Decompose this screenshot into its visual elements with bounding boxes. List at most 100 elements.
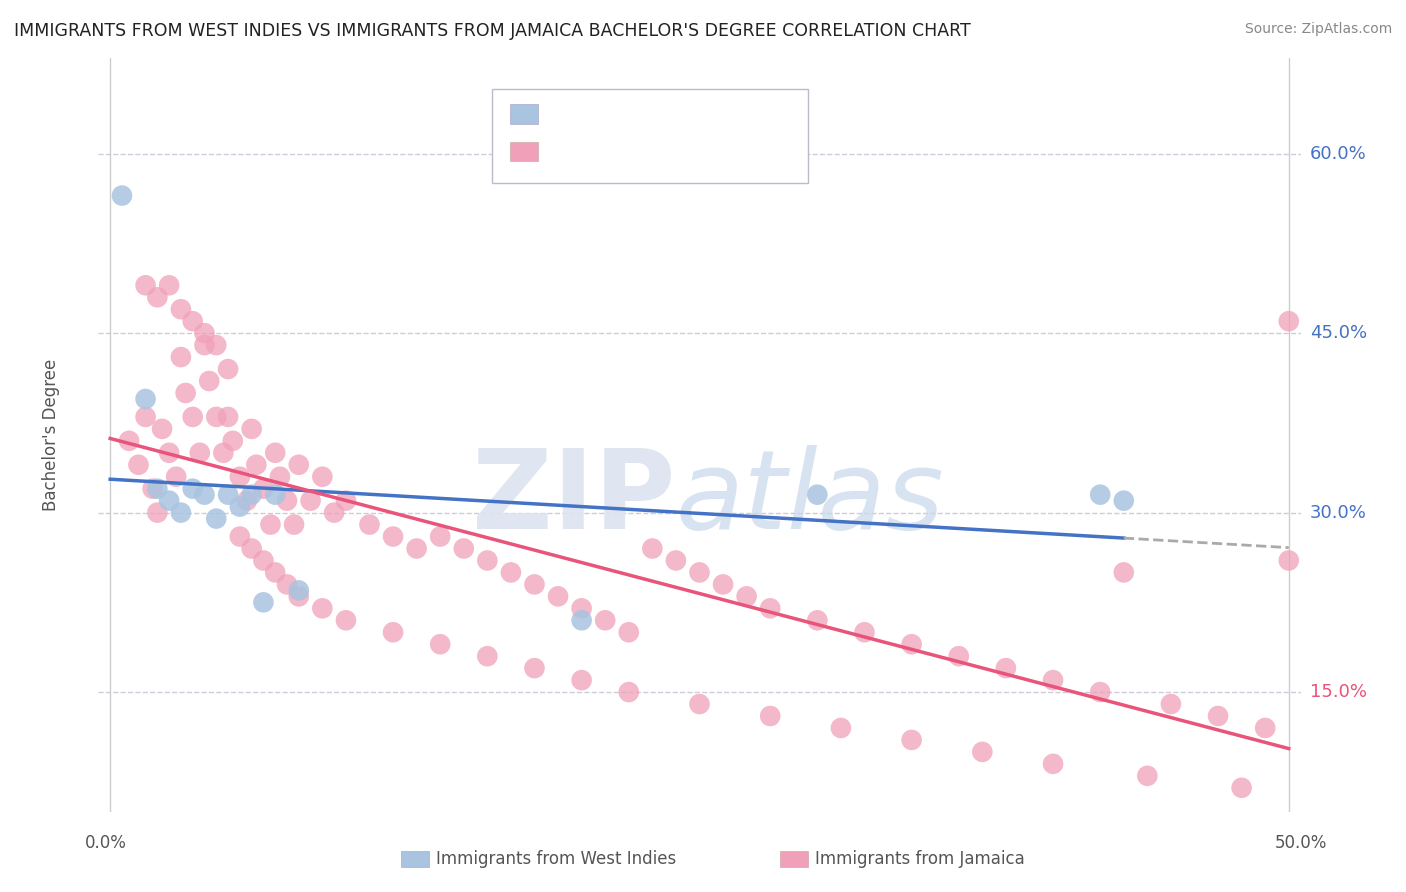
Point	[111, 188, 134, 202]
Text: -0.160: -0.160	[602, 105, 661, 123]
Text: 18: 18	[728, 105, 751, 123]
Point	[264, 488, 287, 502]
Point	[477, 649, 499, 664]
Point	[1088, 685, 1111, 699]
Point	[299, 493, 322, 508]
Text: R =: R =	[546, 105, 582, 123]
Point	[405, 541, 427, 556]
Text: 15.0%: 15.0%	[1310, 683, 1367, 701]
Point	[523, 661, 546, 675]
Point	[429, 530, 451, 544]
Point	[170, 302, 193, 317]
Point	[157, 446, 180, 460]
Point	[359, 517, 381, 532]
Point	[1112, 493, 1135, 508]
Point	[150, 422, 173, 436]
Point	[1042, 673, 1064, 687]
Point	[287, 590, 309, 604]
Text: 45.0%: 45.0%	[1310, 324, 1367, 343]
Point	[571, 613, 593, 627]
Text: ZIP: ZIP	[472, 445, 675, 552]
Point	[174, 386, 197, 401]
Point	[593, 613, 616, 627]
Point	[283, 517, 305, 532]
Point	[900, 637, 922, 651]
Point	[181, 314, 204, 328]
Point	[229, 530, 252, 544]
Point	[135, 392, 157, 406]
Point	[499, 566, 522, 580]
Text: Immigrants from Jamaica: Immigrants from Jamaica	[815, 850, 1025, 868]
Point	[170, 506, 193, 520]
Text: -0.280: -0.280	[602, 143, 661, 161]
Point	[188, 446, 211, 460]
Point	[170, 350, 193, 364]
Point	[217, 362, 239, 376]
Point	[252, 482, 274, 496]
Point	[806, 488, 828, 502]
Point	[118, 434, 141, 448]
Text: Source: ZipAtlas.com: Source: ZipAtlas.com	[1244, 22, 1392, 37]
Point	[1112, 566, 1135, 580]
Point	[252, 553, 274, 567]
Point	[523, 577, 546, 591]
Point	[571, 601, 593, 615]
Point	[853, 625, 876, 640]
Point	[1160, 697, 1182, 711]
Point	[135, 409, 157, 424]
Point	[1136, 769, 1159, 783]
Point	[252, 595, 274, 609]
Point	[900, 733, 922, 747]
Point	[229, 469, 252, 483]
Point	[135, 278, 157, 293]
Point	[735, 590, 758, 604]
Text: Bachelor's Degree: Bachelor's Degree	[42, 359, 60, 511]
Point	[1254, 721, 1277, 735]
Point	[165, 469, 187, 483]
Point	[259, 517, 281, 532]
Point	[146, 290, 169, 304]
Point	[264, 566, 287, 580]
Point	[217, 409, 239, 424]
Point	[1230, 780, 1253, 795]
Point	[830, 721, 852, 735]
Point	[689, 566, 711, 580]
Point	[806, 613, 828, 627]
Point	[287, 458, 309, 472]
Point	[1278, 553, 1301, 567]
Point	[276, 577, 298, 591]
Text: 94: 94	[728, 143, 752, 161]
Point	[229, 500, 252, 514]
Text: R =: R =	[546, 143, 582, 161]
Point	[311, 601, 333, 615]
Point	[759, 601, 782, 615]
Text: 50.0%: 50.0%	[1274, 834, 1327, 852]
Point	[335, 613, 357, 627]
Point	[240, 422, 263, 436]
Point	[994, 661, 1017, 675]
Point	[617, 625, 640, 640]
Text: N =: N =	[682, 105, 718, 123]
Point	[948, 649, 970, 664]
Point	[181, 409, 204, 424]
Point	[205, 338, 228, 352]
Point	[571, 673, 593, 687]
Point	[1278, 314, 1301, 328]
Point	[276, 493, 298, 508]
Text: 60.0%: 60.0%	[1310, 145, 1367, 162]
Point	[157, 278, 180, 293]
Point	[146, 482, 169, 496]
Text: N =: N =	[682, 143, 718, 161]
Point	[198, 374, 221, 388]
Point	[142, 482, 165, 496]
Point	[382, 625, 405, 640]
Point	[240, 488, 263, 502]
Text: Immigrants from West Indies: Immigrants from West Indies	[436, 850, 676, 868]
Point	[1042, 756, 1064, 771]
Point	[193, 338, 215, 352]
Point	[245, 458, 267, 472]
Point	[1088, 488, 1111, 502]
Text: 0.0%: 0.0%	[84, 834, 127, 852]
Point	[222, 434, 245, 448]
Text: atlas: atlas	[675, 445, 943, 552]
